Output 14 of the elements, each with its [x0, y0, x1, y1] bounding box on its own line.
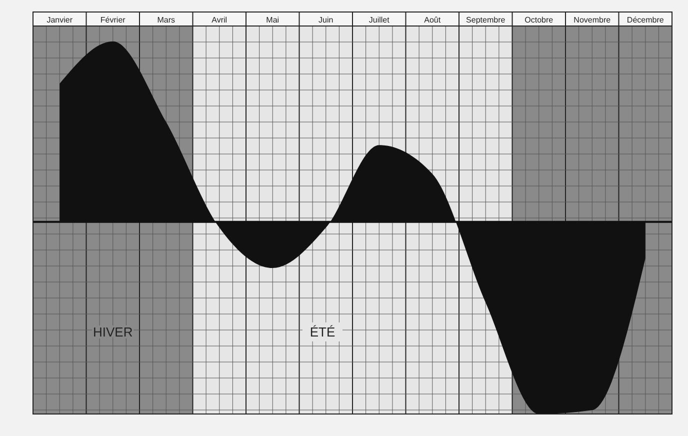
annotation: ÉTÉ [310, 324, 336, 340]
x-tick-label: Juillet [368, 16, 390, 24]
x-tick-label: Avril [212, 16, 228, 24]
x-tick-label: Septembre [466, 16, 506, 24]
x-tick-label: Octobre [524, 16, 554, 24]
x-tick-label: Juin [318, 16, 334, 24]
band-label: HIVER [93, 324, 133, 340]
x-tick-label: Janvier [46, 16, 73, 24]
x-tick-label: Décembre [626, 16, 664, 24]
x-tick-label: Mars [157, 16, 176, 24]
x-tick-label: Novembre [574, 16, 612, 24]
x-tick-label: Mai [266, 16, 280, 24]
x-tick-label: Août [424, 16, 442, 24]
x-tick-label: Février [100, 16, 126, 24]
